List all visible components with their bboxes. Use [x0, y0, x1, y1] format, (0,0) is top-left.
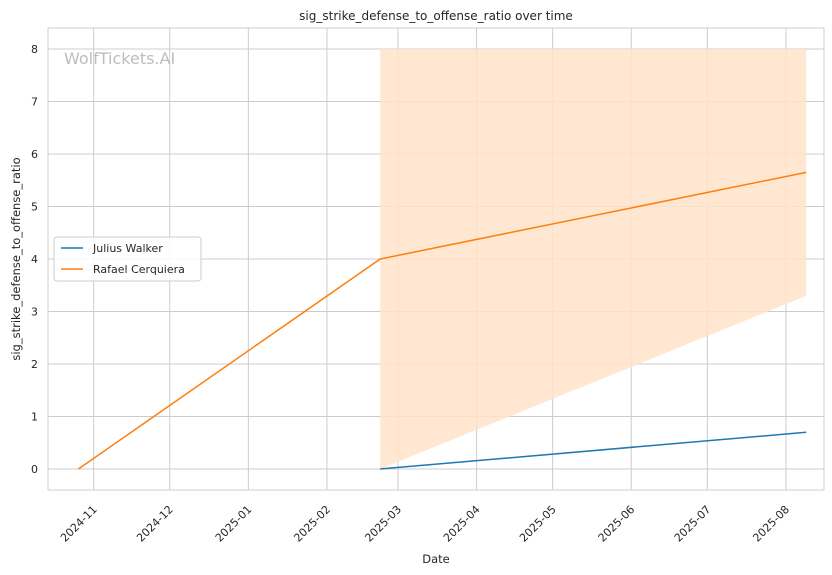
y-tick-label: 7: [31, 96, 38, 109]
series-lines: [78, 171, 807, 470]
y-tick-label: 3: [31, 306, 38, 319]
y-tick-label: 8: [31, 43, 38, 56]
series-line-rafael-cerquiera: [78, 171, 807, 470]
y-tick-label: 6: [31, 148, 38, 161]
confidence-band-rafael-cerquiera: [380, 49, 807, 469]
y-axis-label: sig_strike_defense_to_offense_ratio: [9, 157, 23, 360]
y-tick-label: 5: [31, 201, 38, 214]
y-tick-label: 1: [31, 411, 38, 424]
confidence-bands: [380, 49, 807, 469]
y-tick-label: 2: [31, 358, 38, 371]
chart-title: sig_strike_defense_to_offense_ratio over…: [299, 9, 573, 23]
watermark-text: WolfTickets.AI: [64, 49, 175, 68]
series-line-julius-walker: [380, 431, 807, 470]
y-tick-label: 4: [31, 253, 38, 266]
legend-box: [53, 236, 202, 282]
x-axis-label: Date: [422, 552, 450, 566]
legend-label-julius-walker: Julius Walker: [92, 242, 163, 255]
y-tick-label: 0: [31, 463, 38, 476]
legend-label-rafael-cerquiera: Rafael Cerquiera: [93, 263, 185, 276]
plot-area-frame: [47, 27, 825, 491]
legend: Julius Walker Rafael Cerquiera: [53, 236, 202, 282]
y-axis-ticks: 0 1 2 3 4 5 6 7 8: [31, 43, 38, 476]
